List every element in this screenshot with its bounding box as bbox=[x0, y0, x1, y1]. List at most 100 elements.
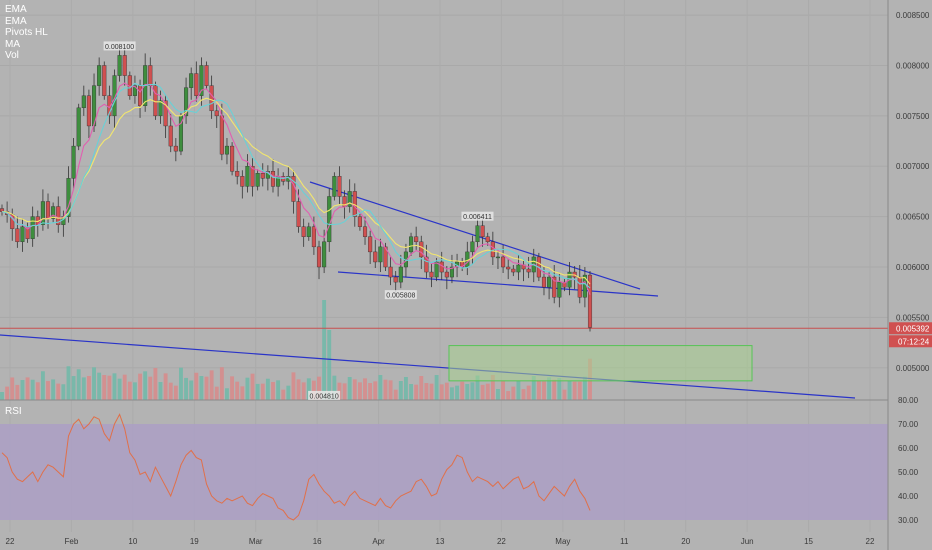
volume-bar bbox=[281, 389, 286, 400]
volume-bar bbox=[102, 375, 107, 400]
volume-bar bbox=[485, 383, 490, 400]
volume-bar bbox=[480, 384, 485, 400]
candle-body bbox=[301, 226, 306, 237]
volume-bar bbox=[536, 380, 541, 400]
time-axis-label: 22 bbox=[6, 537, 15, 546]
legend-item-ema-1[interactable]: EMA bbox=[5, 4, 27, 15]
candle-body bbox=[429, 271, 434, 278]
candle-body bbox=[393, 276, 398, 283]
price-tag-value: 0.005392 bbox=[896, 324, 930, 333]
volume-bar bbox=[132, 382, 137, 400]
volume-bar bbox=[429, 383, 434, 400]
candle-body bbox=[501, 256, 506, 268]
volume-bar bbox=[352, 379, 357, 400]
volume-bar bbox=[516, 380, 521, 400]
pivot-label-box bbox=[308, 390, 341, 400]
candle-body bbox=[240, 176, 245, 187]
time-axis-label: 20 bbox=[681, 537, 690, 546]
candle-body bbox=[270, 171, 276, 187]
candle-body bbox=[557, 281, 562, 298]
candle-body bbox=[117, 55, 122, 76]
price-axis[interactable]: 0.008500 0.008000 0.007500 0.007000 0.006500… bbox=[896, 11, 930, 373]
candle-body bbox=[577, 276, 582, 298]
candle-body bbox=[71, 145, 76, 179]
volume-bar bbox=[526, 385, 531, 400]
candle-body bbox=[322, 241, 327, 268]
candle-body bbox=[562, 281, 567, 288]
pivot-label: 0.004810 bbox=[310, 393, 339, 400]
legend-item-ma[interactable]: MA bbox=[5, 38, 20, 50]
volume-bar bbox=[255, 383, 260, 400]
volume-bar bbox=[92, 367, 96, 400]
legend-item-vol[interactable]: Vol bbox=[5, 50, 19, 61]
candle-body bbox=[132, 85, 137, 96]
candle-body bbox=[97, 65, 102, 86]
volume-bar bbox=[214, 386, 219, 400]
volume-bar bbox=[194, 372, 199, 400]
candle-body bbox=[230, 145, 235, 172]
pivot-labels: 0.008100 0.006411 0.005808 0.004810 bbox=[103, 41, 494, 400]
candle-body bbox=[184, 87, 189, 117]
volume-bar bbox=[552, 379, 557, 400]
volume-bar bbox=[378, 375, 383, 400]
candle-body bbox=[81, 95, 86, 109]
candle-body bbox=[20, 226, 25, 243]
candle-body bbox=[260, 173, 265, 179]
volume-bar bbox=[547, 377, 552, 400]
volume-bar bbox=[368, 383, 373, 400]
candle-body bbox=[245, 166, 250, 187]
volume-bar bbox=[15, 384, 20, 400]
candle-body bbox=[419, 241, 424, 258]
volume-bar bbox=[291, 372, 296, 400]
price-axis-label: 0.006000 bbox=[896, 263, 930, 272]
candle-body bbox=[470, 241, 475, 253]
volume-bar bbox=[342, 383, 347, 400]
candle-body bbox=[56, 206, 61, 225]
price-axis-label: 0.008500 bbox=[896, 11, 930, 20]
current-price-tag: 0.005392 07:12:24 bbox=[889, 322, 932, 348]
candle-body bbox=[86, 95, 91, 127]
long-term-support-trendline bbox=[0, 334, 856, 399]
candle-body bbox=[409, 236, 414, 253]
volume-bar bbox=[184, 377, 189, 400]
volume-bar bbox=[403, 377, 408, 400]
volume-bar bbox=[61, 384, 66, 400]
volume-bar bbox=[51, 379, 56, 400]
volume-bar bbox=[189, 380, 194, 400]
time-axis[interactable]: 22 Feb 10 19 Mar 16 Apr 13 22 May 11 20 Jun 15 22 bbox=[6, 537, 875, 546]
volume-bars bbox=[0, 300, 592, 400]
rsi-axis[interactable]: 80.00 70.00 60.00 50.00 40.00 30.00 bbox=[898, 396, 919, 525]
rsi-axis-label: 30.00 bbox=[898, 516, 919, 525]
volume-bar bbox=[531, 376, 536, 400]
volume-bar bbox=[35, 382, 40, 400]
candle-body bbox=[168, 125, 173, 147]
rsi-axis-label: 60.00 bbox=[898, 444, 919, 453]
candle-body bbox=[66, 178, 71, 217]
legend-item-pivots[interactable]: Pivots HL bbox=[5, 27, 48, 38]
legend-item-ema-2[interactable]: EMA bbox=[5, 15, 27, 27]
volume-bar bbox=[117, 378, 122, 400]
candle-body bbox=[0, 208, 5, 212]
candle-body bbox=[224, 145, 230, 155]
volume-bar bbox=[240, 386, 245, 400]
volume-bar bbox=[71, 376, 76, 400]
rsi-panel-label[interactable]: RSI bbox=[5, 406, 22, 417]
ema-fast-line bbox=[1, 82, 591, 295]
candle-body bbox=[337, 176, 342, 197]
price-axis-label: 0.007500 bbox=[896, 112, 930, 121]
pivot-label-box bbox=[384, 290, 417, 300]
candle-body bbox=[547, 276, 552, 288]
candle-body bbox=[357, 216, 362, 227]
volume-bar bbox=[40, 371, 45, 400]
candle-body bbox=[219, 115, 224, 155]
volume-bar bbox=[506, 391, 511, 400]
volume-bar bbox=[271, 382, 275, 400]
candlesticks bbox=[0, 43, 593, 332]
candle-body bbox=[378, 246, 383, 263]
volume-bar bbox=[388, 380, 393, 400]
volume-bar bbox=[143, 371, 148, 400]
candle-body bbox=[76, 107, 81, 147]
pivot-label: 0.008100 bbox=[105, 44, 134, 51]
volume-bar bbox=[450, 387, 454, 400]
